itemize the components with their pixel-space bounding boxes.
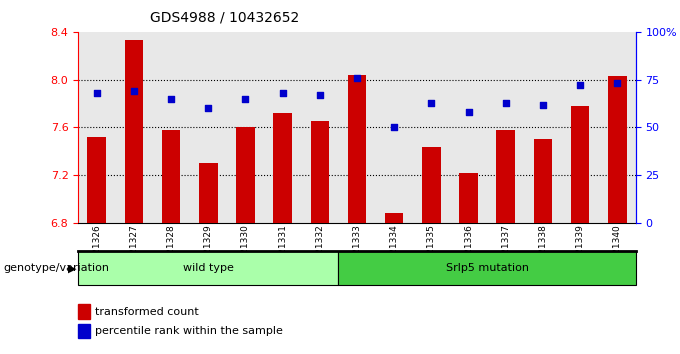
Point (575, 82, 585, 88)
Bar (534, 139, 552, 223)
Text: GDS4988 / 10432652: GDS4988 / 10432652 (150, 11, 299, 25)
Point (500, 100, 511, 105)
Bar (422, 147, 441, 223)
Point (389, 125, 400, 130)
Text: Srlp5 mutation: Srlp5 mutation (445, 263, 528, 273)
Bar (88, 137, 106, 223)
Bar (571, 106, 590, 223)
Bar (124, 40, 143, 223)
Point (352, 75, 362, 81)
Text: genotype/variation: genotype/variation (3, 263, 109, 273)
Bar (608, 76, 626, 223)
Bar (162, 130, 180, 223)
Point (537, 102, 548, 107)
Point (314, 92, 325, 98)
Bar (496, 130, 515, 223)
Text: wild type: wild type (183, 263, 234, 273)
Point (129, 88, 139, 94)
Bar (385, 213, 403, 223)
Text: ▶: ▶ (68, 263, 77, 273)
Point (612, 81, 623, 86)
Bar (347, 75, 367, 223)
Point (277, 90, 288, 96)
Text: percentile rank within the sample: percentile rank within the sample (95, 326, 283, 336)
Point (203, 105, 214, 111)
Point (240, 96, 251, 102)
Bar (199, 163, 218, 223)
Bar (311, 121, 329, 223)
Point (426, 100, 437, 105)
Bar (236, 127, 255, 223)
Bar (459, 173, 478, 223)
Text: transformed count: transformed count (95, 307, 199, 316)
Point (166, 96, 177, 102)
Bar (273, 113, 292, 223)
Point (91, 90, 102, 96)
Point (463, 109, 474, 115)
